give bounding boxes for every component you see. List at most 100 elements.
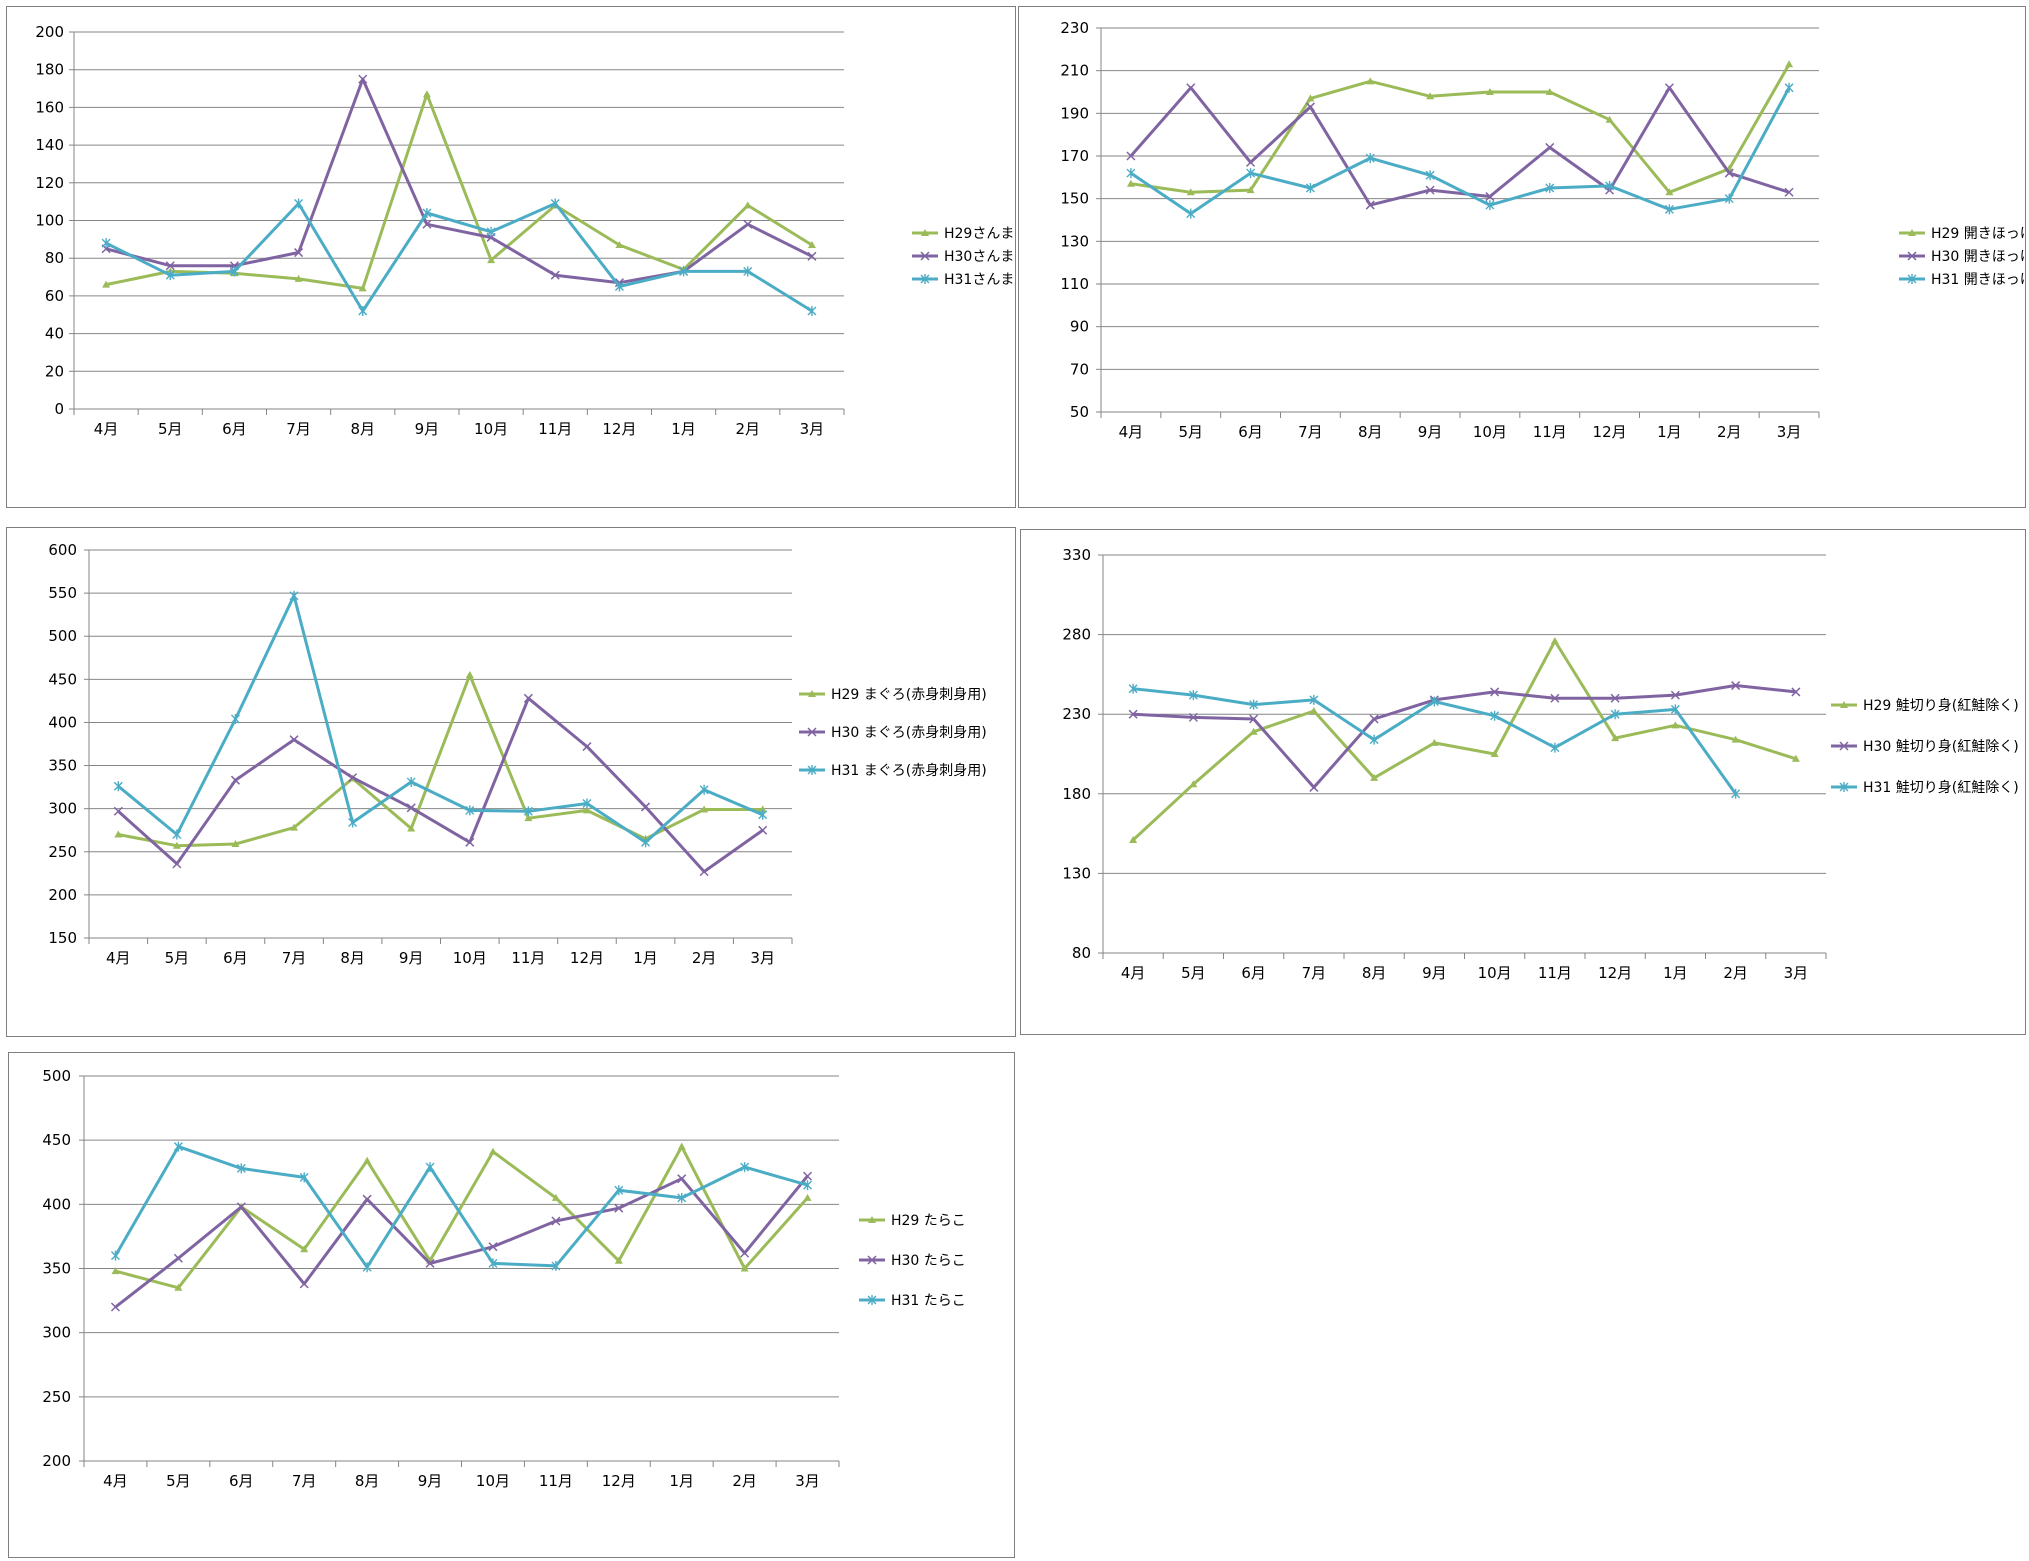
x-tick-label: 12月 (602, 1472, 636, 1490)
chart-svg: 200 250 300 350 400 450 500 4月 5月 6月 7月 8月 9月 10月 11月 1… (42, 1067, 966, 1490)
x-tick-label: 5月 (158, 420, 183, 438)
legend-label: H29 たらこ (891, 1213, 966, 1229)
data-point (1126, 168, 1136, 179)
series-line (1132, 639, 1797, 842)
data-point (1550, 636, 1559, 644)
data-point (582, 742, 592, 752)
x-tick-label: 6月 (1238, 423, 1263, 441)
data-point (110, 1302, 120, 1312)
data-point (348, 817, 358, 828)
x-tick-label: 9月 (399, 949, 424, 967)
x-tick-label: 10月 (1473, 423, 1507, 441)
x-tick-label: 9月 (418, 1472, 443, 1490)
legend-entry: H31 開きほっけ (1899, 272, 2025, 288)
chart-panel-sake: 80 130 180 230 280 330 4月 5月 6月 7月 8月 9月 10月 11月 12月 1月… (1020, 529, 2026, 1035)
data-point (614, 1203, 624, 1213)
data-point (641, 802, 651, 812)
x-tick-label: 11月 (511, 949, 545, 967)
data-point (551, 1260, 561, 1271)
chart-svg: 150 200 250 300 350 400 450 500 550 600 4月 5月 6月 7月 8月… (48, 541, 987, 967)
data-point (523, 693, 533, 703)
series-2 (1126, 83, 1794, 210)
data-point (551, 1216, 561, 1226)
data-point (1249, 727, 1258, 735)
y-tick-label: 230 (1060, 19, 1089, 37)
legend-marker (1839, 741, 1849, 751)
chart-panel-sanma: 0 20 40 60 80 100 120 140 160 180 200 4月 5月 6月 7月 8月 9月 1… (6, 6, 1016, 508)
legend-entry: H31 まぐろ(赤身刺身用) (799, 763, 987, 779)
y-tick-label: 350 (42, 1260, 71, 1278)
y-tick-label: 20 (45, 362, 64, 380)
chart-svg: 80 130 180 230 280 330 4月 5月 6月 7月 8月 9月 10月 11月 12月 1月… (1062, 546, 2019, 982)
y-tick-label: 600 (48, 541, 77, 559)
y-tick-label: 140 (35, 136, 64, 154)
data-point (1188, 712, 1198, 722)
data-point (229, 266, 239, 277)
data-point (614, 1256, 623, 1264)
data-point (677, 1142, 686, 1150)
data-point (699, 867, 709, 877)
data-point (1670, 704, 1680, 715)
data-point (1670, 690, 1680, 700)
series-line (114, 1145, 808, 1269)
series-2 (113, 693, 768, 877)
x-tick-label: 8月 (340, 949, 365, 967)
legend-marker (807, 765, 817, 775)
data-point (1784, 82, 1794, 93)
data-point (358, 305, 368, 316)
y-tick-label: 400 (48, 713, 77, 731)
data-point (1490, 750, 1499, 757)
data-point (551, 1193, 560, 1201)
data-point (1490, 710, 1500, 721)
data-point (362, 1262, 372, 1273)
data-point (758, 825, 768, 835)
x-tick-label: 10月 (476, 1472, 510, 1490)
legend-marker (867, 1255, 877, 1265)
legend-marker (867, 1295, 877, 1305)
y-tick-label: 300 (48, 800, 77, 818)
series-line (105, 202, 813, 313)
data-point (165, 261, 175, 271)
legend-label: H29さんま (944, 226, 1014, 242)
data-point (406, 776, 416, 787)
legend-marker (1907, 274, 1917, 284)
data-point (289, 735, 299, 745)
data-point (758, 805, 767, 813)
data-point (236, 1202, 246, 1212)
y-tick-label: 110 (1060, 275, 1089, 293)
data-point (1370, 773, 1379, 781)
x-tick-label: 10月 (453, 949, 487, 967)
x-tick-label: 11月 (1533, 423, 1567, 441)
data-point (1426, 92, 1435, 100)
x-tick-label: 7月 (286, 420, 311, 438)
y-tick-label: 200 (35, 23, 64, 41)
x-tick-label: 6月 (222, 420, 247, 438)
data-point (1249, 714, 1259, 724)
series-3 (113, 590, 768, 848)
series-1 (102, 90, 816, 292)
data-point (524, 814, 533, 822)
data-point (699, 784, 709, 795)
legend-entry: H30 まぐろ(赤身刺身用) (799, 725, 987, 741)
data-point (1309, 782, 1319, 792)
data-point (290, 823, 299, 831)
data-point (1365, 153, 1375, 164)
x-tick-label: 9月 (415, 420, 440, 438)
data-point (1425, 185, 1435, 195)
data-point (101, 238, 111, 249)
data-point (422, 90, 431, 98)
x-tick-label: 4月 (1121, 964, 1146, 982)
data-point (1791, 754, 1800, 762)
data-point (1490, 687, 1500, 697)
data-point (1369, 734, 1379, 745)
legend-label: H30 鮭切り身(紅鮭除く) (1863, 739, 2019, 755)
data-point (487, 256, 496, 264)
legend-entry: H30さんま (912, 249, 1014, 265)
y-tick-label: 40 (45, 325, 64, 343)
data-point (1305, 102, 1315, 112)
data-point (172, 841, 181, 849)
data-point (1246, 157, 1256, 167)
legend-entry: H29さんま (912, 226, 1014, 242)
y-tick-label: 230 (1062, 705, 1091, 723)
y-tick-label: 150 (48, 929, 77, 947)
